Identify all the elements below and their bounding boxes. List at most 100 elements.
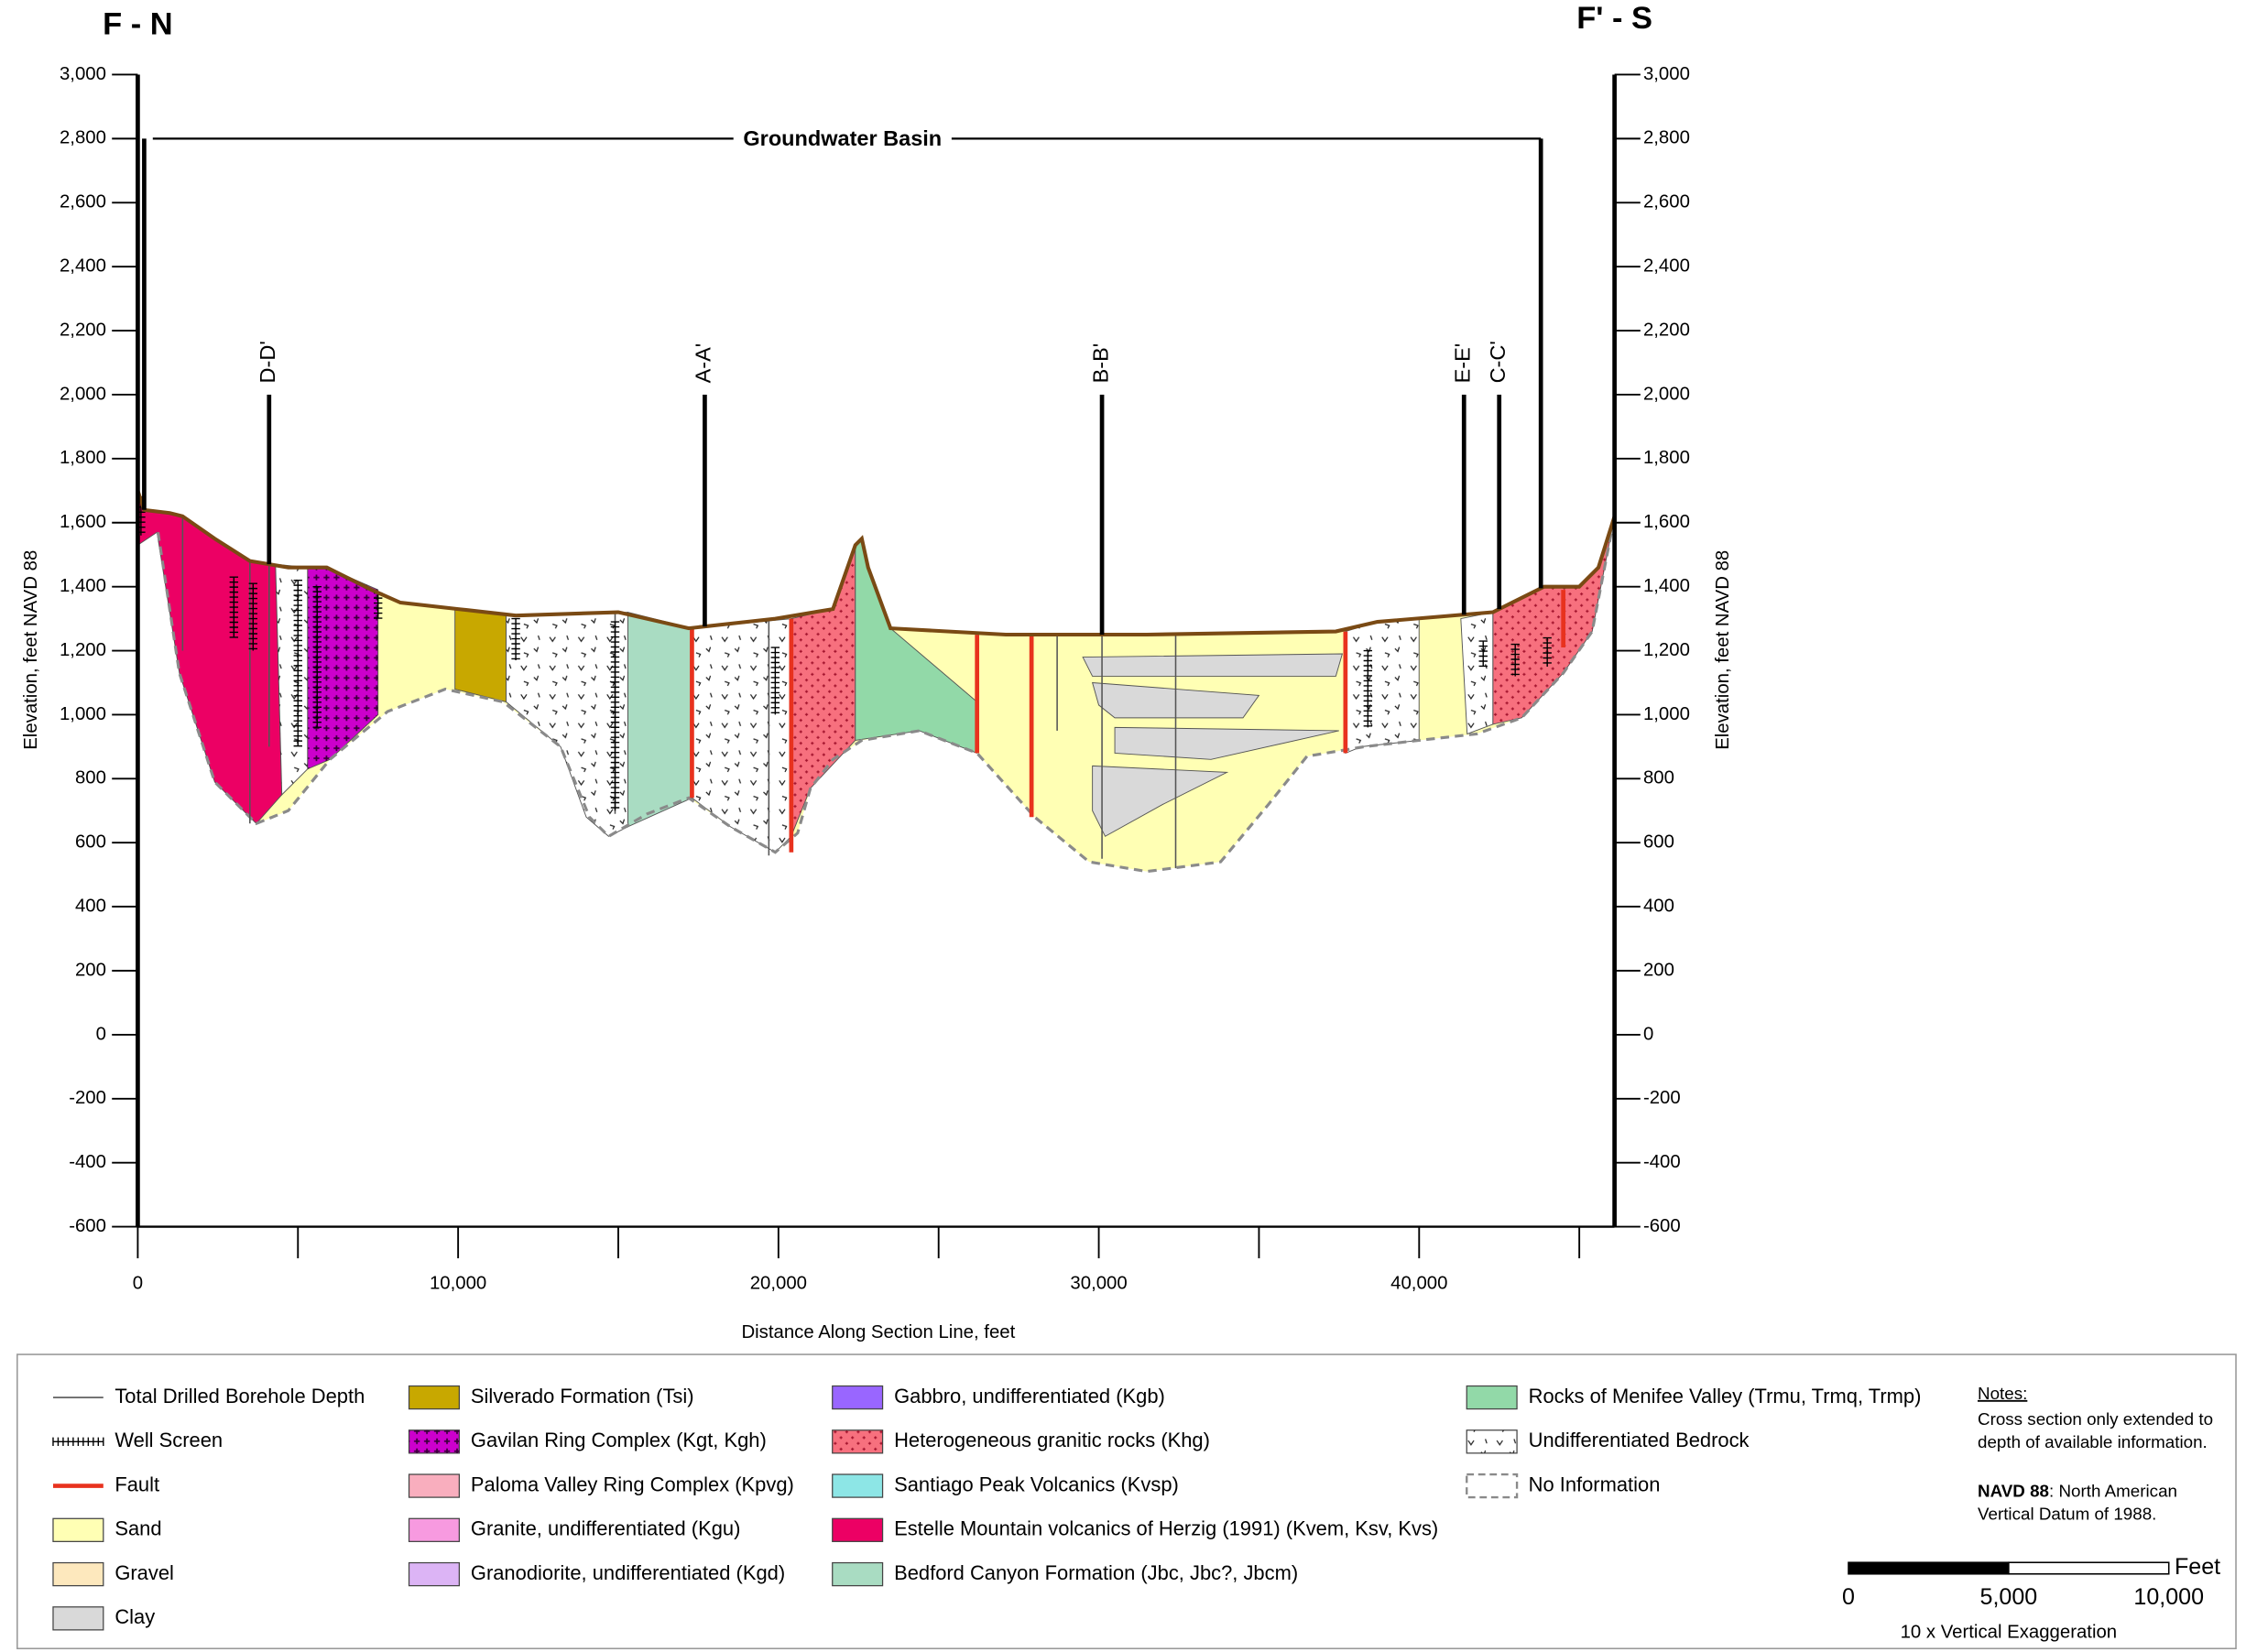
x-tick-label: 30,000	[1070, 1274, 1127, 1294]
legend-swatch	[833, 1518, 883, 1541]
legend-label: Estelle Mountain volcanics of Herzig (19…	[894, 1517, 1438, 1540]
legend-label: Sand	[114, 1517, 161, 1540]
legend-label: Granodiorite, undifferentiated (Kgd)	[471, 1561, 785, 1584]
legend-label: Silverado Formation (Tsi)	[471, 1385, 694, 1407]
y-tick-label: 1,600	[60, 512, 106, 532]
legend-label: Well Screen	[114, 1429, 223, 1451]
y2-tick-label: 200	[1643, 960, 1674, 980]
legend-swatch	[1466, 1386, 1517, 1409]
note-line: depth of available information.	[1978, 1432, 2208, 1451]
x-axis-label: Distance Along Section Line, feet	[741, 1322, 1015, 1342]
note-term-text: : North American	[2049, 1481, 2177, 1500]
note-term: NAVD 88	[1978, 1481, 2049, 1500]
legend-swatch	[409, 1518, 460, 1541]
y-tick-label: 1,000	[60, 704, 106, 724]
scale-bar-unit: Feet	[2175, 1554, 2220, 1580]
note-line: Vertical Datum of 1988.	[1978, 1504, 2156, 1523]
y-tick-label: 800	[75, 768, 106, 788]
y-tick-label: 400	[75, 896, 106, 916]
unit-region	[627, 613, 692, 827]
y-tick-label: 1,200	[60, 640, 106, 660]
legend-swatch-pattern	[833, 1430, 883, 1453]
legend-swatch	[833, 1563, 883, 1586]
unit-pattern	[1346, 619, 1419, 754]
chart: F - N F' - S Distance Along Section Line…	[0, 0, 2246, 1652]
y2-axis-label: Elevation, feet NAVD 88	[1713, 550, 1733, 750]
unit-pattern	[791, 545, 856, 836]
y2-tick-label: -600	[1643, 1216, 1681, 1236]
x-tick-label: 0	[133, 1274, 143, 1294]
legend-swatch	[53, 1438, 104, 1446]
section-label: E-E'	[1450, 343, 1474, 384]
legend-swatch	[833, 1386, 883, 1409]
unit-region	[1083, 654, 1342, 676]
y-tick-label: -600	[69, 1216, 106, 1236]
unit-pattern	[1493, 516, 1615, 724]
legend-swatch	[53, 1518, 104, 1541]
legend-label: Santiago Peak Volcanics (Kvsp)	[894, 1473, 1179, 1495]
y-tick-label: -200	[69, 1088, 106, 1108]
unit-pattern	[507, 613, 628, 837]
y-tick-label: 2,200	[60, 320, 106, 340]
y-tick-label: 2,600	[60, 192, 106, 212]
y-tick-label: 2,000	[60, 384, 106, 404]
y2-tick-label: 400	[1643, 896, 1674, 916]
legend-label: Undifferentiated Bedrock	[1529, 1429, 1750, 1451]
title-right: F' - S	[1576, 1, 1652, 36]
y2-tick-label: 1,200	[1643, 640, 1690, 660]
note-term-line: NAVD 88: North American	[1978, 1481, 2177, 1500]
legend-label: Granite, undifferentiated (Kgu)	[471, 1517, 741, 1540]
legend-swatch-pattern	[1466, 1430, 1517, 1453]
unit-pattern	[308, 568, 378, 769]
note-line: Cross section only extended to	[1978, 1409, 2213, 1429]
legend-label: Total Drilled Borehole Depth	[114, 1385, 365, 1407]
legend-swatch	[833, 1474, 883, 1497]
y-tick-label: 0	[96, 1024, 106, 1044]
title-left: F - N	[103, 6, 173, 41]
x-tick-label: 10,000	[430, 1274, 486, 1294]
unit-region	[455, 609, 507, 701]
unit-pattern	[692, 619, 790, 853]
scale-bar-segment	[1848, 1562, 2009, 1574]
y2-tick-label: 0	[1643, 1024, 1653, 1044]
legend-label: Gravel	[114, 1561, 174, 1584]
y-tick-label: 1,400	[60, 576, 106, 596]
y2-tick-label: 3,000	[1643, 64, 1690, 84]
legend-swatch	[1466, 1474, 1517, 1497]
legend-swatch-pattern	[409, 1430, 460, 1453]
section-label: D-D'	[256, 341, 279, 383]
y2-tick-label: 1,600	[1643, 512, 1690, 532]
y2-tick-label: 800	[1643, 768, 1674, 788]
scale-bar-note: 10 x Vertical Exaggeration	[1901, 1622, 2118, 1642]
section-label: A-A'	[692, 343, 715, 384]
y2-tick-label: 2,600	[1643, 192, 1690, 212]
legend-label: Clay	[114, 1605, 155, 1628]
section-label: C-C'	[1486, 341, 1510, 383]
y2-tick-label: -200	[1643, 1088, 1681, 1108]
scale-bar-label: 10,000	[2133, 1584, 2204, 1610]
y-tick-label: 600	[75, 832, 106, 853]
legend-label: Fault	[114, 1473, 159, 1495]
y2-tick-label: 2,000	[1643, 384, 1690, 404]
legend-swatch	[53, 1563, 104, 1586]
legend-label: Gabbro, undifferentiated (Kgb)	[894, 1385, 1165, 1407]
y-tick-label: 3,000	[60, 64, 106, 84]
y-axis-label: Elevation, feet NAVD 88	[21, 550, 41, 750]
y2-tick-label: -400	[1643, 1152, 1681, 1172]
x-tick-label: 20,000	[750, 1274, 807, 1294]
legend-label: Heterogeneous granitic rocks (Khg)	[894, 1429, 1210, 1451]
legend-label: Bedford Canyon Formation (Jbc, Jbc?, Jbc…	[894, 1561, 1298, 1584]
basin-label: Groundwater Basin	[743, 126, 942, 150]
y2-tick-label: 1,400	[1643, 576, 1690, 596]
y-tick-label: 2,400	[60, 256, 106, 277]
legend-label: No Information	[1529, 1473, 1661, 1495]
y-tick-label: 200	[75, 960, 106, 980]
legend-label: Gavilan Ring Complex (Kgt, Kgh)	[471, 1429, 767, 1451]
scale-bar-segment	[2009, 1562, 2169, 1574]
legend-swatch	[409, 1386, 460, 1409]
y-tick-label: 1,800	[60, 448, 106, 468]
legend-label: Rocks of Menifee Valley (Trmu, Trmq, Trm…	[1529, 1385, 1922, 1407]
notes-heading: Notes:	[1978, 1384, 2027, 1403]
y2-tick-label: 600	[1643, 832, 1674, 853]
y2-tick-label: 2,200	[1643, 320, 1690, 340]
